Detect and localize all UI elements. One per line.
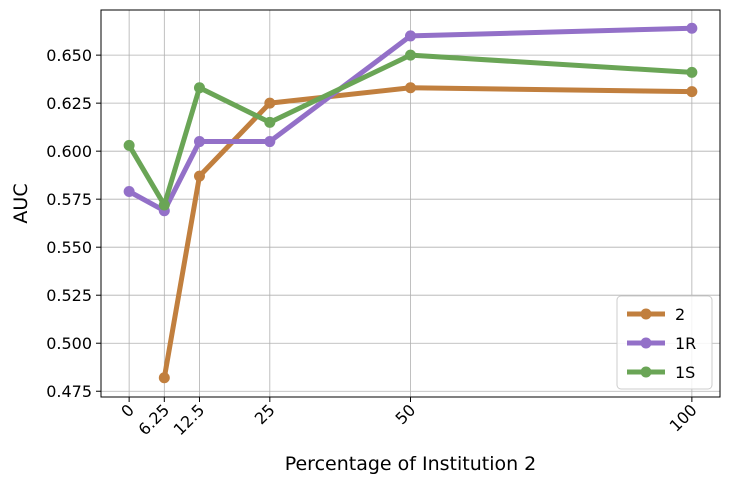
data-point (686, 86, 698, 98)
legend-item: 1R (627, 334, 696, 353)
series-line (126, 25, 695, 214)
legend-label: 1R (675, 334, 696, 353)
series-line (161, 85, 695, 381)
series-layer (123, 22, 698, 384)
series-line (126, 52, 695, 208)
y-axis: 0.475 0.500 0.525 0.550 0.575 0.600 0.625 0.650 (46, 46, 101, 401)
legend-marker (640, 366, 652, 378)
y-tick-label: 0.525 (46, 286, 92, 305)
legend-marker (640, 337, 652, 349)
data-point (193, 170, 205, 182)
data-point (158, 199, 170, 211)
y-tick-label: 0.475 (46, 382, 92, 401)
y-axis-title: AUC (10, 183, 32, 223)
data-point (686, 22, 698, 34)
data-point (405, 30, 416, 42)
legend-label: 2 (675, 305, 685, 324)
series-1S (123, 49, 698, 211)
legend-item: 2 (627, 305, 685, 324)
y-tick-label: 0.550 (46, 238, 92, 257)
legend-label: 1S (675, 363, 695, 382)
x-axis-title: Percentage of Institution 2 (285, 453, 537, 475)
data-point (264, 97, 276, 109)
x-tick-label: 12.5 (170, 400, 209, 439)
data-point (264, 116, 276, 128)
data-point (686, 66, 698, 78)
data-point (405, 82, 416, 94)
legend-marker (640, 308, 652, 320)
y-tick-label: 0.500 (46, 334, 92, 353)
data-point (264, 136, 276, 148)
x-tick-label: 0 (117, 400, 138, 421)
data-point (123, 139, 135, 151)
x-tick-label: 50 (391, 400, 419, 428)
series-1R (123, 22, 698, 217)
y-tick-label: 0.600 (46, 142, 92, 161)
data-point (193, 136, 205, 148)
x-tick-label: 25 (251, 400, 279, 428)
y-tick-label: 0.575 (46, 190, 92, 209)
y-tick-label: 0.650 (46, 46, 92, 65)
y-tick-label: 0.625 (46, 94, 92, 113)
x-tick-label: 100 (666, 400, 701, 435)
data-point (158, 372, 170, 384)
series-2 (158, 82, 698, 384)
x-tick-label: 6.25 (135, 400, 174, 439)
legend: 2 1R 1S (616, 295, 713, 390)
data-point (193, 82, 205, 94)
legend-item: 1S (627, 363, 695, 382)
data-point (123, 185, 135, 197)
data-point (405, 49, 416, 61)
